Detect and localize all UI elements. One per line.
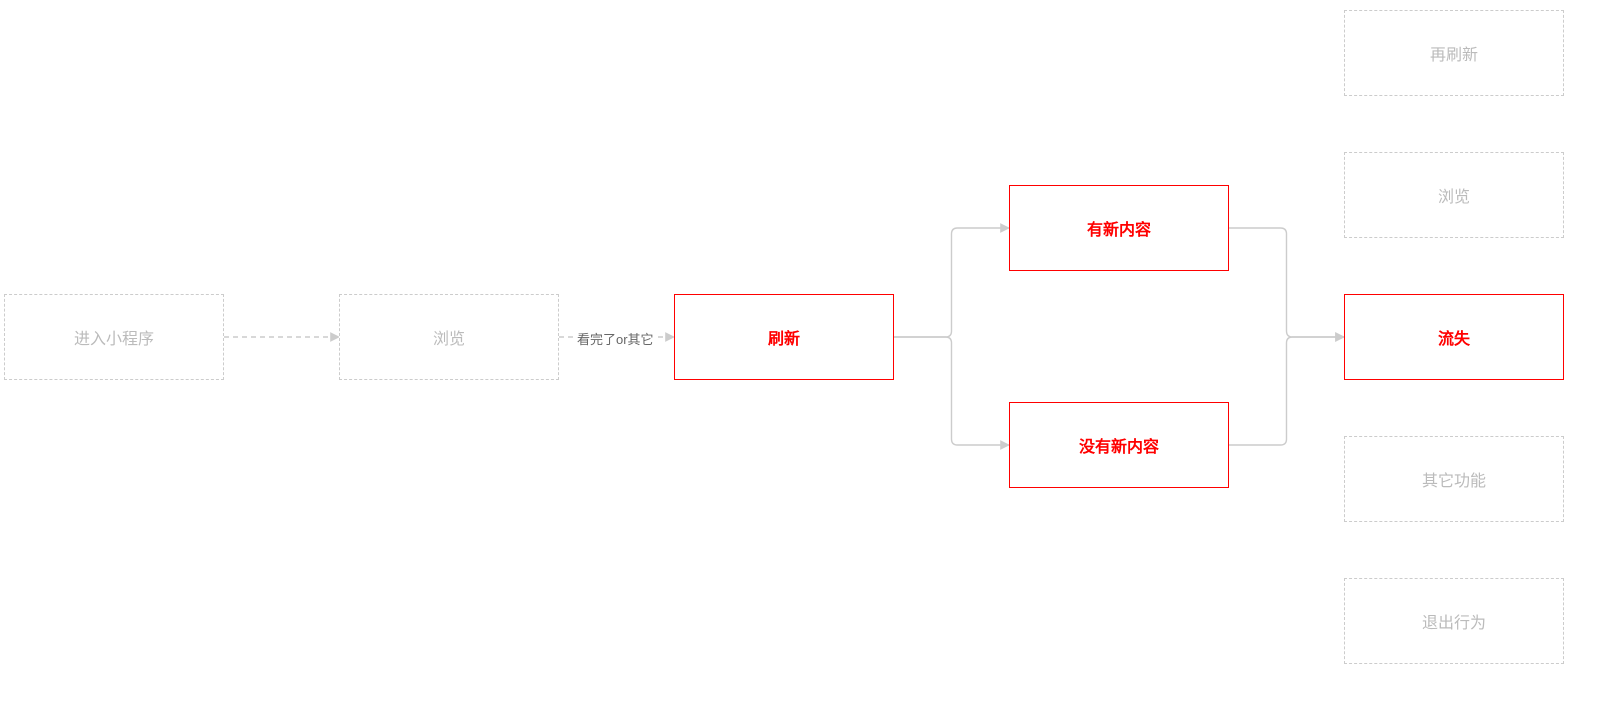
node-label: 进入小程序 (74, 325, 154, 349)
node-browse1: 浏览 (339, 294, 559, 380)
node-label: 有新内容 (1087, 216, 1151, 240)
node-label: 没有新内容 (1079, 433, 1159, 457)
node-has-new: 有新内容 (1009, 185, 1229, 271)
node-label: 退出行为 (1422, 609, 1486, 633)
node-label: 浏览 (433, 325, 465, 349)
node-browse2: 浏览 (1344, 152, 1564, 238)
node-no-new: 没有新内容 (1009, 402, 1229, 488)
node-label: 流失 (1438, 325, 1470, 349)
node-label: 其它功能 (1422, 467, 1486, 491)
node-refresh-again: 再刷新 (1344, 10, 1564, 96)
node-label: 刷新 (768, 325, 800, 349)
node-label: 浏览 (1438, 183, 1470, 207)
node-label: 再刷新 (1430, 41, 1478, 65)
node-enter: 进入小程序 (4, 294, 224, 380)
node-refresh: 刷新 (674, 294, 894, 380)
node-exit-beh: 退出行为 (1344, 578, 1564, 664)
node-other-fn: 其它功能 (1344, 436, 1564, 522)
node-churn: 流失 (1344, 294, 1564, 380)
edge-label-finished: 看完了or其它 (575, 329, 656, 348)
